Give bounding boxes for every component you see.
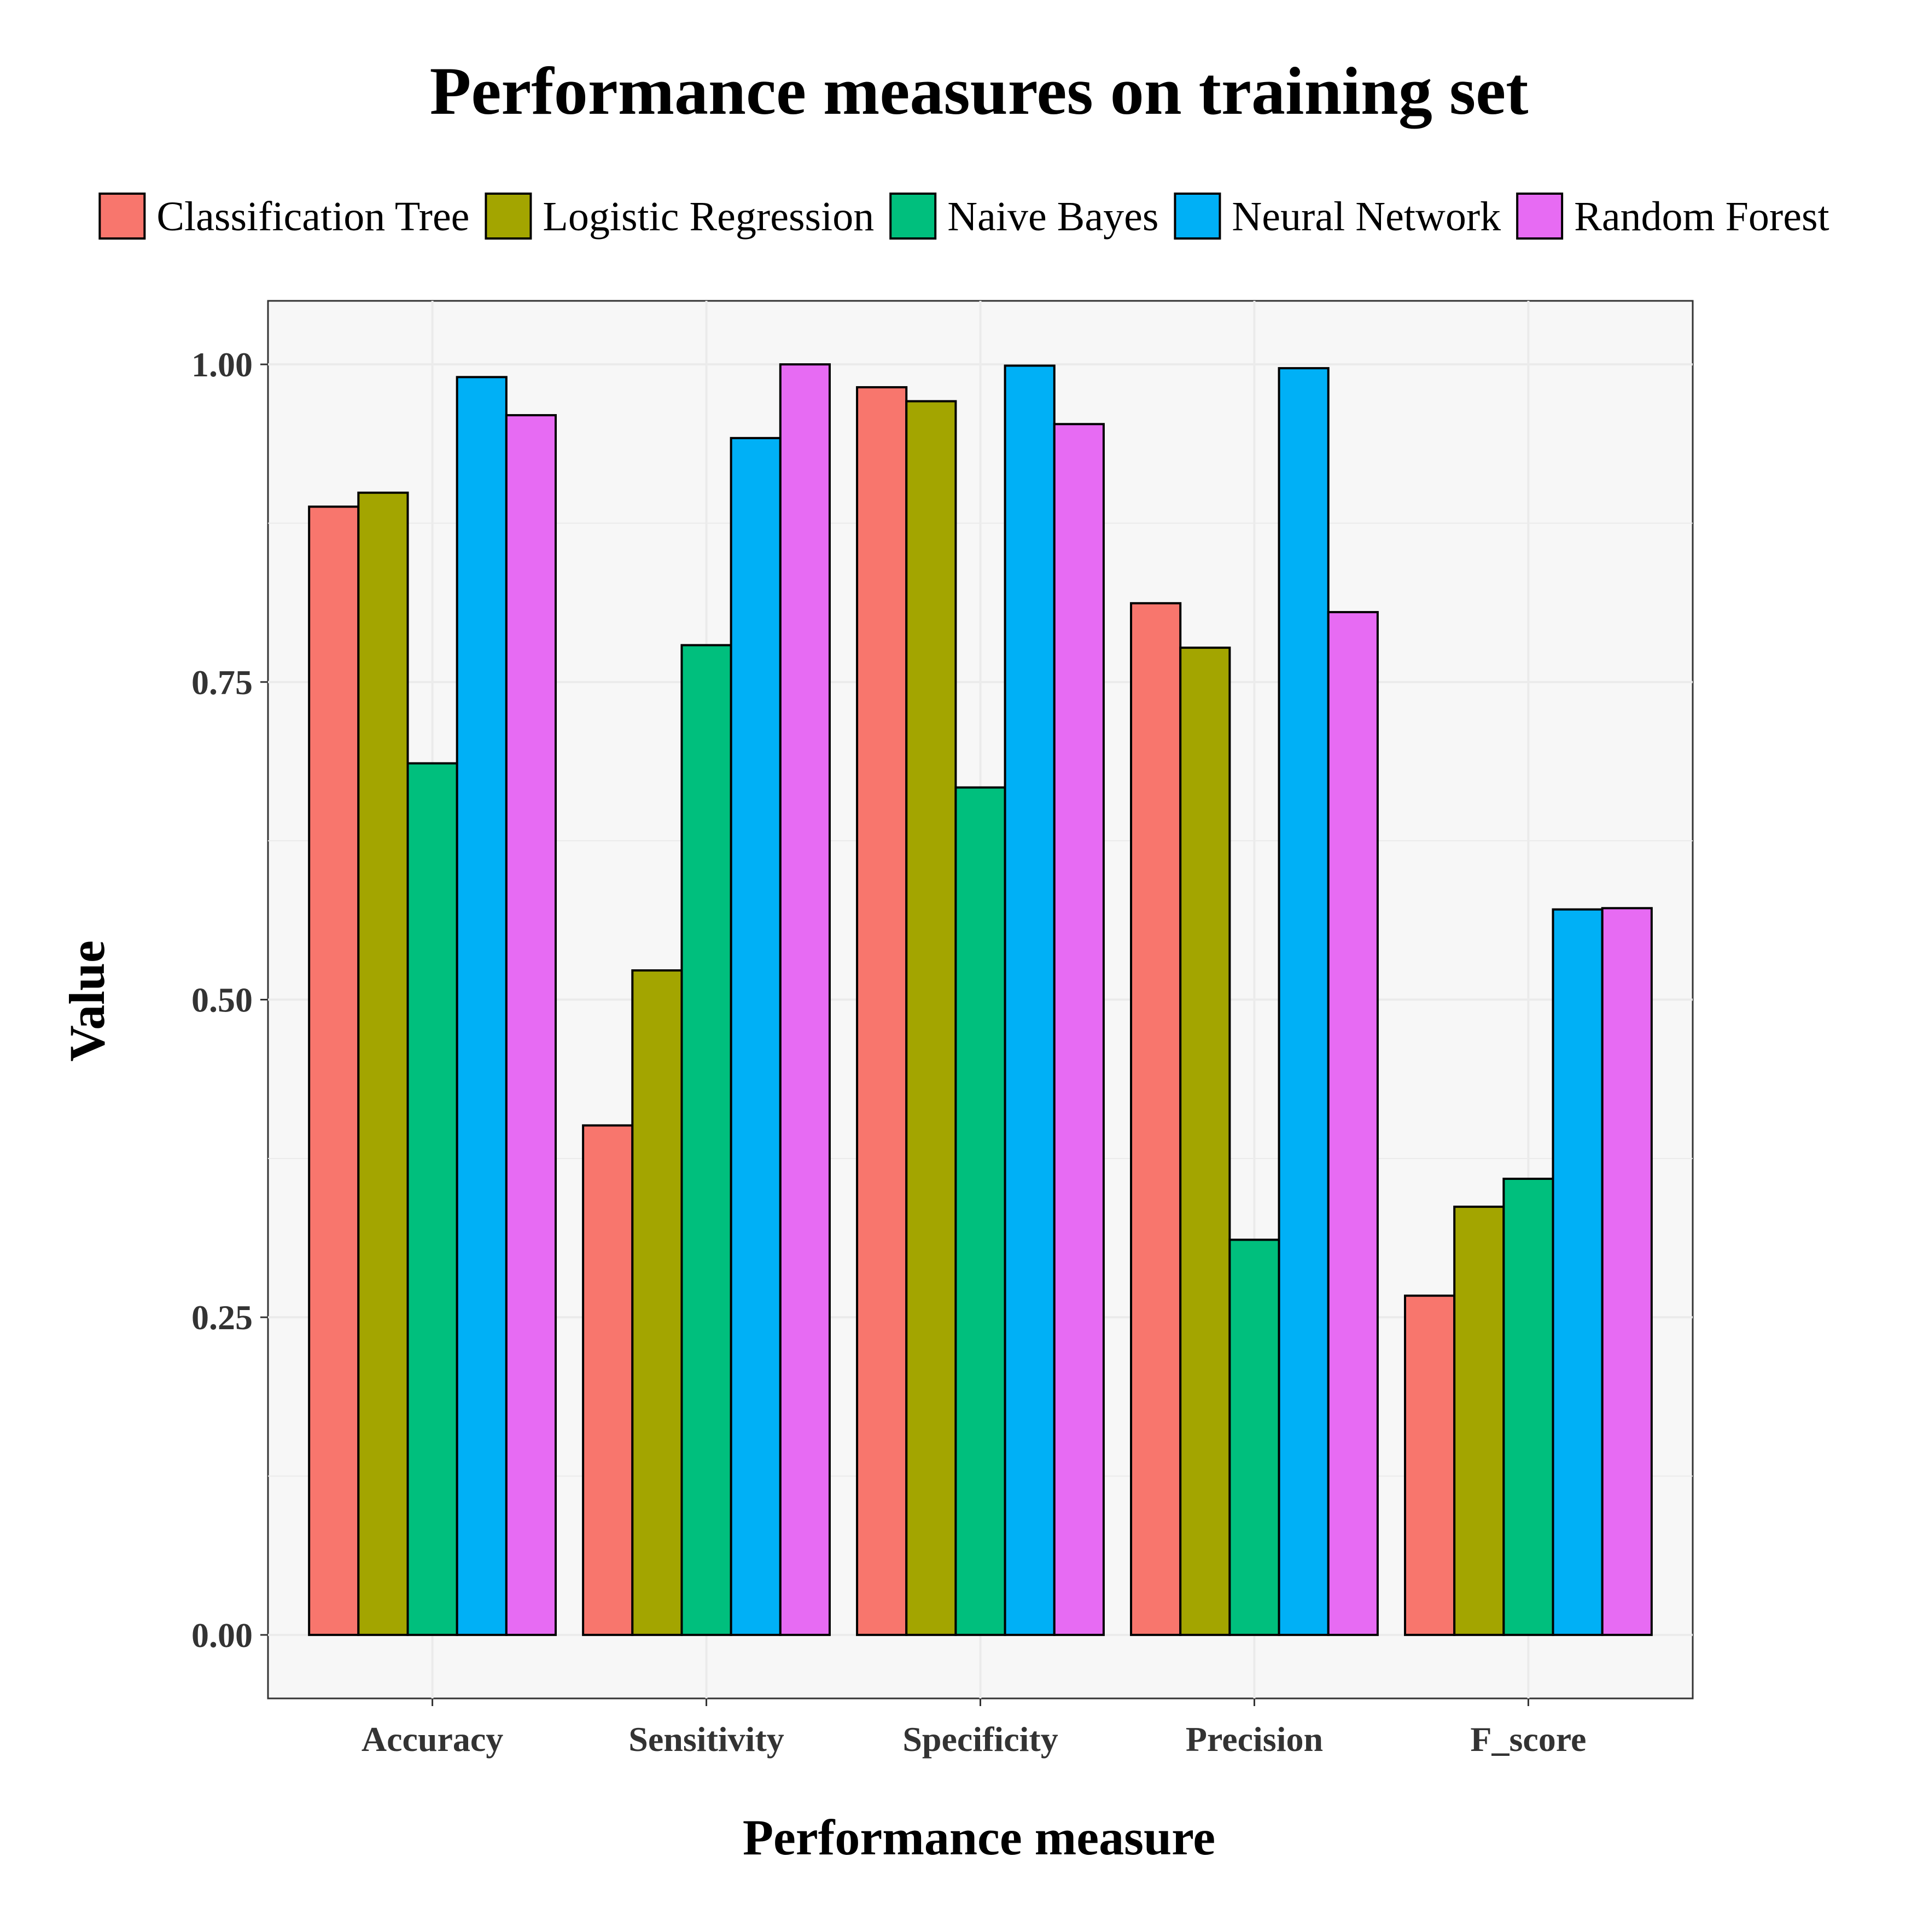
legend-key-neural-network xyxy=(1174,193,1221,240)
y-tick-label: 0.25 xyxy=(191,1298,253,1337)
bar-classification-tree-sensitivity xyxy=(582,1124,634,1636)
y-tick-label: 0.50 xyxy=(191,981,253,1020)
bar-random-forest-f-score xyxy=(1601,907,1653,1636)
legend-key-classification-tree xyxy=(98,193,146,240)
bar-random-forest-sensitivity xyxy=(779,363,831,1636)
legend-label-classification-tree: Classification Tree xyxy=(156,194,469,240)
legend-label-random-forest: Random Forest xyxy=(1574,194,1829,240)
bar-classification-tree-f-score xyxy=(1403,1294,1456,1636)
bar-neural-network-f-score xyxy=(1552,908,1604,1636)
bar-logistic-regression-specificity xyxy=(905,400,957,1636)
x-tick-label-accuracy: Accuracy xyxy=(362,1720,503,1759)
bar-random-forest-accuracy xyxy=(505,414,557,1636)
plot-area: 0.00 0.25 0.50 0.75 1.00 Accuracy Sensitivity S… xyxy=(191,300,1694,1759)
legend-label-neural-network: Neural Network xyxy=(1232,194,1501,240)
x-tick-label-f-score: F_score xyxy=(1470,1720,1586,1759)
bar-neural-network-precision xyxy=(1278,367,1330,1636)
bar-random-forest-specificity xyxy=(1053,423,1105,1636)
y-tick-label: 0.75 xyxy=(191,663,253,702)
bar-classification-tree-precision xyxy=(1130,602,1182,1636)
x-tick-label-precision: Precision xyxy=(1186,1720,1323,1759)
x-tick-label-sensitivity: Sensitivity xyxy=(628,1720,784,1759)
x-axis-title: Performance measure xyxy=(743,1809,1215,1865)
legend-item-classification-tree: Classification Tree xyxy=(98,193,469,240)
x-tick-label-specificity: Specificity xyxy=(902,1720,1058,1759)
bar-naive-bayes-sensitivity xyxy=(680,644,732,1636)
bar-logistic-regression-accuracy xyxy=(357,491,409,1636)
bar-logistic-regression-sensitivity xyxy=(631,969,683,1636)
y-axis-title: Value xyxy=(59,940,115,1062)
legend-item-logistic-regression: Logistic Regression xyxy=(485,193,874,240)
bar-naive-bayes-accuracy xyxy=(406,762,458,1636)
legend-item-naive-bayes: Naive Bayes xyxy=(889,193,1158,240)
bar-naive-bayes-specificity xyxy=(954,786,1006,1636)
legend-key-logistic-regression xyxy=(485,193,532,240)
legend-label-logistic-regression: Logistic Regression xyxy=(543,194,874,240)
y-tick-label: 0.00 xyxy=(191,1616,253,1655)
bar-neural-network-specificity xyxy=(1004,364,1056,1636)
legend: Classification Tree Logistic Regression Na… xyxy=(98,193,1829,240)
y-tick-label: 1.00 xyxy=(191,345,253,384)
legend-label-naive-bayes: Naive Bayes xyxy=(947,194,1158,240)
bar-logistic-regression-precision xyxy=(1179,647,1231,1636)
legend-key-random-forest xyxy=(1516,193,1564,240)
bar-classification-tree-accuracy xyxy=(308,505,360,1636)
chart-title: Performance measures on training set xyxy=(430,54,1529,129)
bar-neural-network-sensitivity xyxy=(730,437,782,1636)
legend-key-naive-bayes xyxy=(889,193,937,240)
legend-item-random-forest: Random Forest xyxy=(1516,193,1829,240)
bar-random-forest-precision xyxy=(1327,611,1379,1636)
bar-naive-bayes-precision xyxy=(1228,1238,1280,1636)
bar-naive-bayes-f-score xyxy=(1502,1178,1554,1636)
bar-neural-network-accuracy xyxy=(456,376,508,1636)
bar-logistic-regression-f-score xyxy=(1453,1206,1505,1636)
legend-item-neural-network: Neural Network xyxy=(1174,193,1501,240)
bar-classification-tree-specificity xyxy=(856,386,908,1636)
